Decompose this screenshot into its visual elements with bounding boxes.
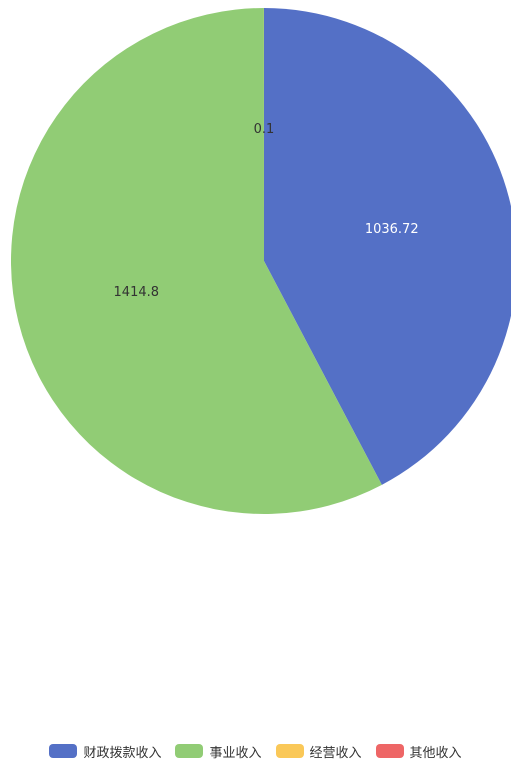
- slice-label-business: 1414.8: [114, 285, 160, 300]
- legend-label-other: 其他收入: [409, 745, 462, 761]
- legend-swatch-business: [175, 744, 204, 758]
- slice-label-operating: 0.1: [254, 122, 275, 137]
- pie-slice-business[interactable]: [11, 8, 382, 515]
- legend-swatch-fiscal: [49, 744, 78, 758]
- legend-label-operating: 经营收入: [309, 745, 362, 761]
- legend-item-operating[interactable]: 经营收入: [275, 742, 362, 761]
- legend-swatch-other: [375, 744, 404, 758]
- slice-label-fiscal: 1036.72: [365, 222, 419, 237]
- legend-item-business[interactable]: 事业收入: [175, 742, 262, 761]
- legend-label-business: 事业收入: [209, 745, 262, 761]
- legend-item-fiscal[interactable]: 财政拨款收入: [49, 742, 161, 761]
- pie-chart: 1036.72 1414.8 0.1: [11, 7, 511, 515]
- legend-item-other[interactable]: 其他收入: [375, 742, 462, 761]
- legend-label-fiscal: 财政拨款收入: [83, 745, 162, 761]
- pie-slice-fiscal[interactable]: [264, 8, 511, 485]
- chart-legend: 财政拨款收入 事业收入 经营收入 其他收入: [0, 740, 511, 762]
- legend-swatch-operating: [275, 744, 304, 758]
